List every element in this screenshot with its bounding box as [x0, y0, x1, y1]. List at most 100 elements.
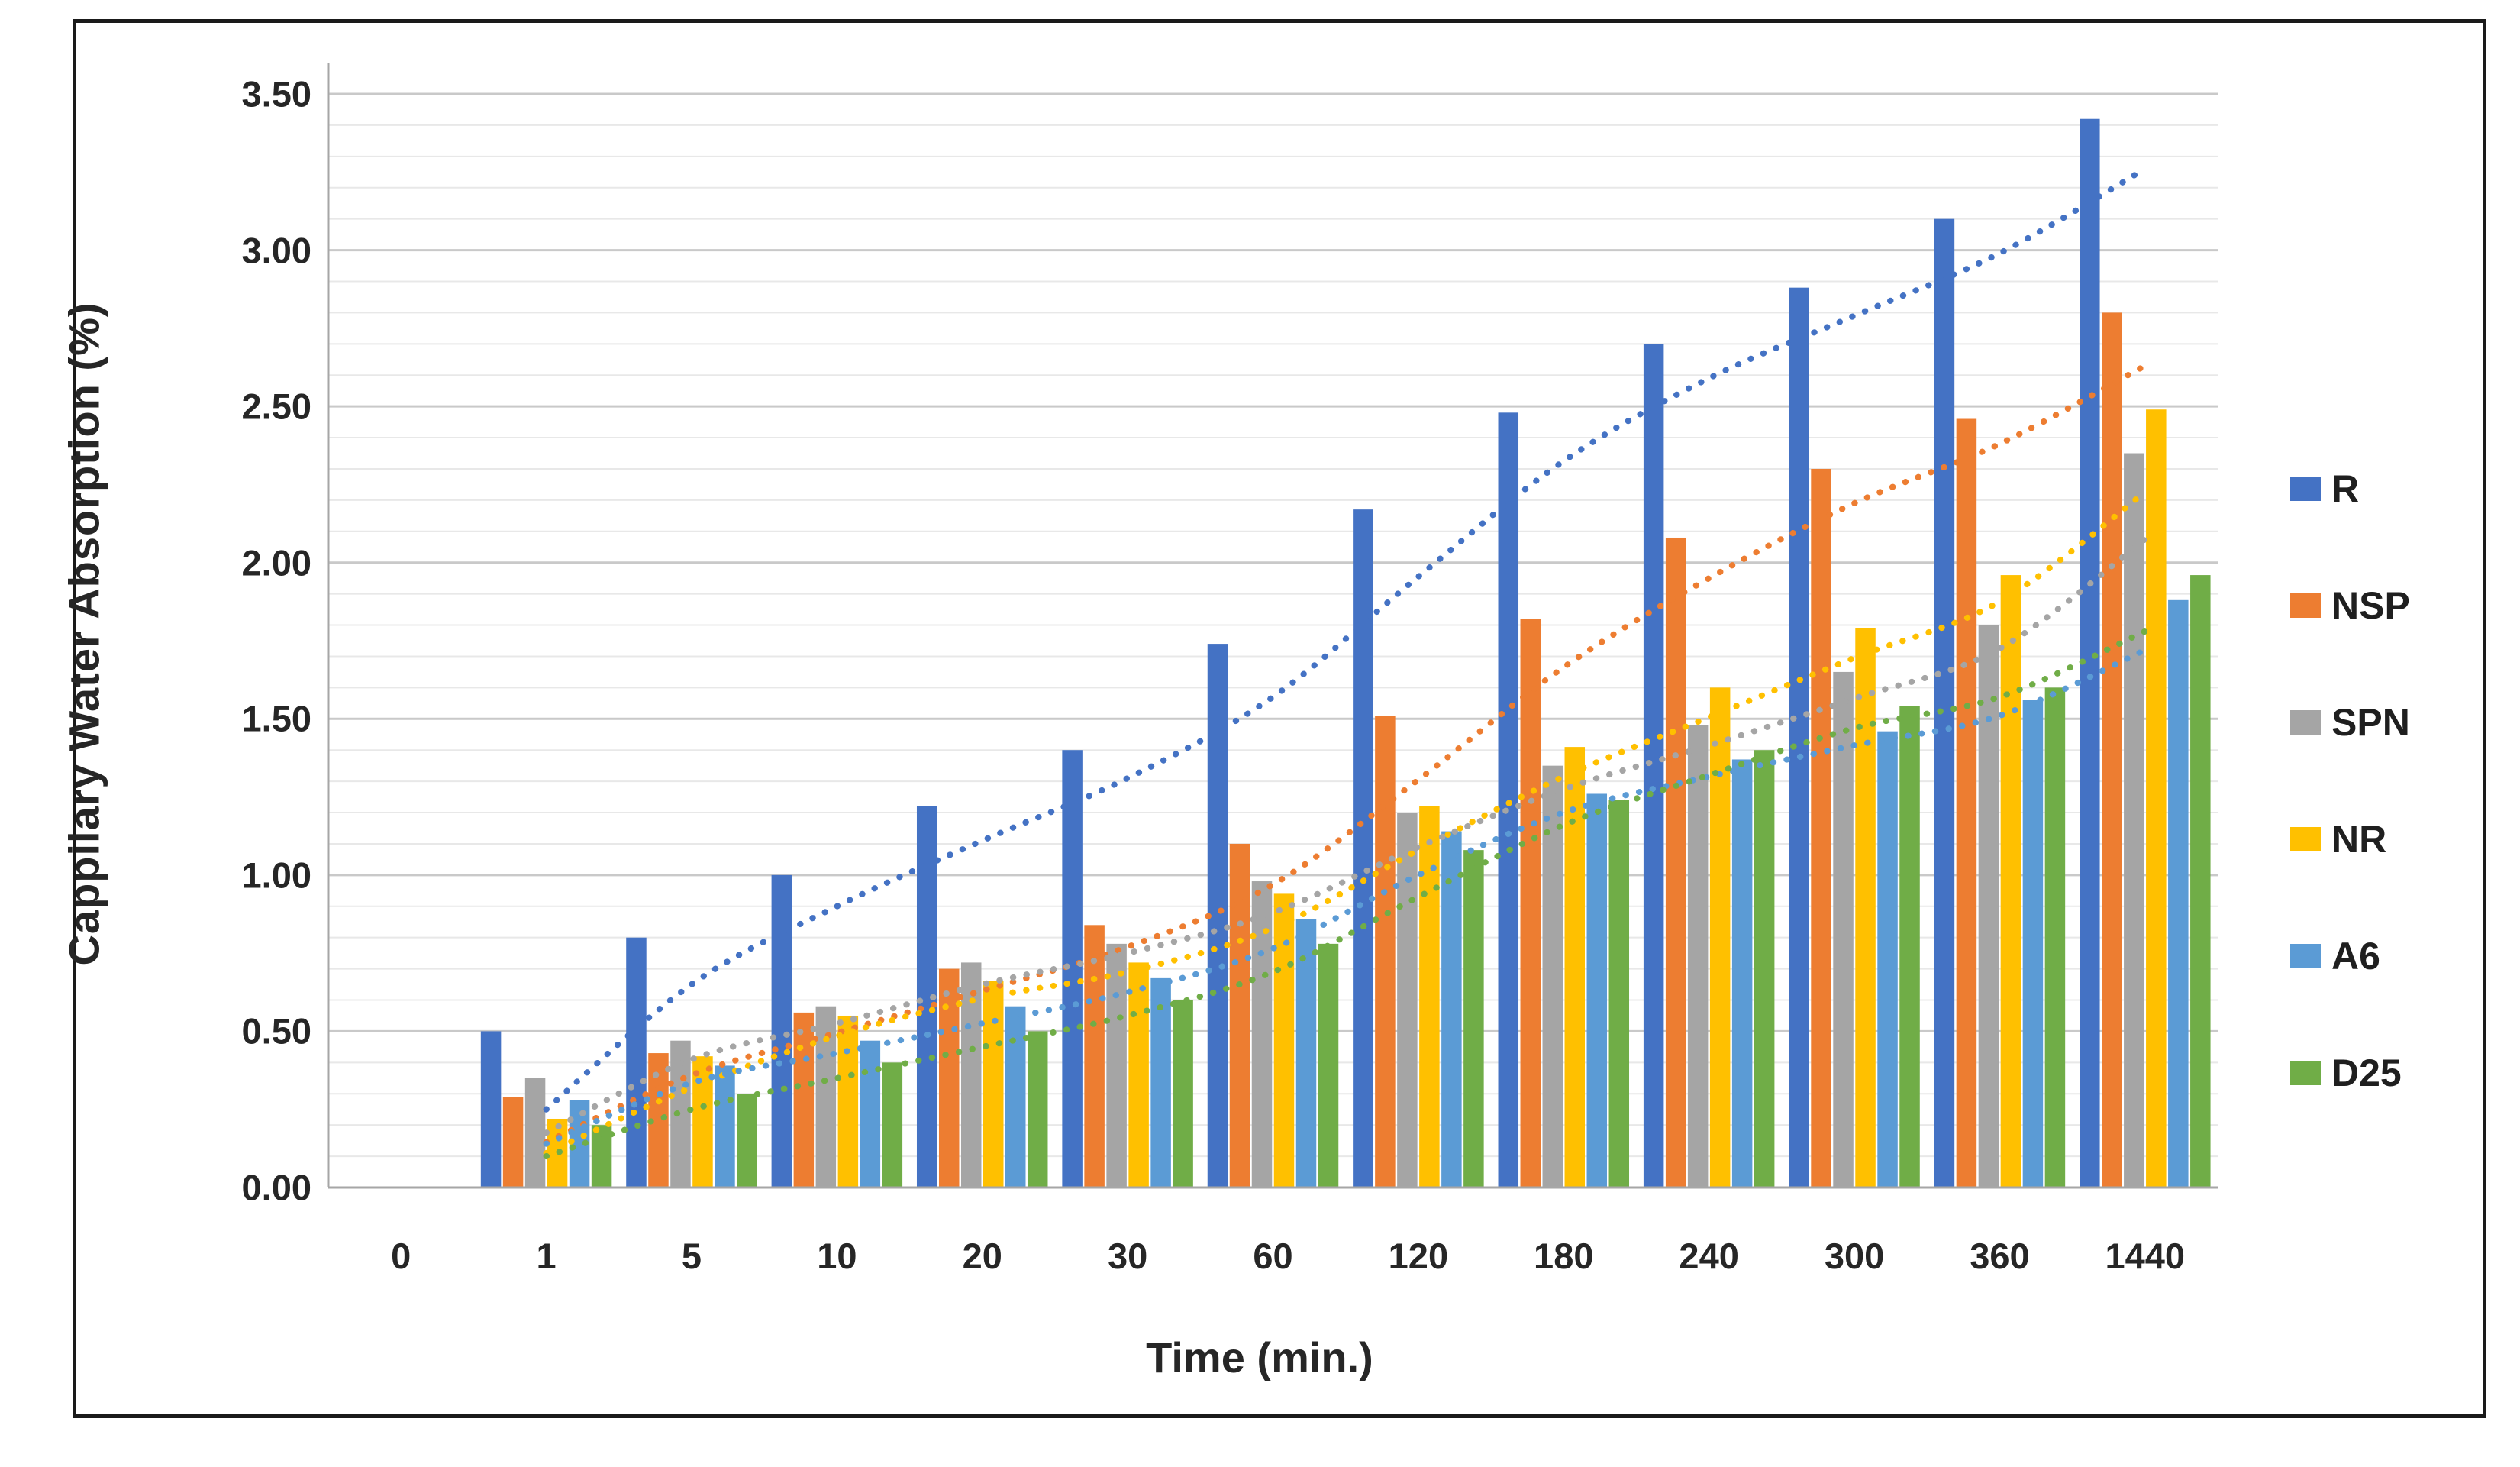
legend-item-NSP: NSP	[2290, 584, 2410, 627]
x-tick-label-60: 60	[1253, 1236, 1293, 1276]
bar-NSP-t360	[1956, 418, 1977, 1187]
legend-label: R	[2331, 467, 2360, 510]
x-tick-label-360: 360	[1970, 1236, 2030, 1276]
bar-D25-t5	[737, 1094, 757, 1187]
x-tick-label-300: 300	[1824, 1236, 1885, 1276]
bar-NR-t120	[1419, 806, 1440, 1187]
x-tick-label-1: 1	[536, 1236, 557, 1276]
x-tick-label-120: 120	[1388, 1236, 1449, 1276]
bar-D25-t60	[1318, 943, 1339, 1187]
legend-item-R: R	[2290, 467, 2410, 510]
y-tick-label-0.50: 0.50	[241, 1010, 311, 1052]
bar-NR-t60	[1273, 893, 1295, 1187]
bar-A6-t180	[1586, 793, 1608, 1187]
bar-SPN-t240	[1687, 725, 1709, 1187]
bar-R-t240	[1643, 344, 1664, 1187]
bar-R-t1	[480, 1031, 502, 1187]
bar-SPN-t180	[1542, 765, 1563, 1187]
legend-swatch-icon	[2290, 593, 2321, 618]
trendline-SPN	[543, 536, 2148, 1136]
x-tick-label-180: 180	[1534, 1236, 1594, 1276]
legend-swatch-icon	[2290, 477, 2321, 501]
y-tick-label-2.00: 2.00	[241, 542, 311, 583]
y-tick-label-1.00: 1.00	[241, 855, 311, 896]
bar-D25-t1	[591, 1125, 612, 1187]
axis-lines	[327, 63, 2218, 1189]
bar-A6-t10	[860, 1040, 881, 1187]
bar-NSP-t10	[793, 1012, 815, 1187]
legend-label: A6	[2331, 935, 2380, 977]
y-tick-label-3.50: 3.50	[241, 73, 311, 115]
x-tick-label-1440: 1440	[2105, 1236, 2186, 1276]
trendline-A6	[543, 647, 2148, 1147]
x-tick-label-5: 5	[681, 1236, 702, 1276]
bar-NSP-t300	[1811, 468, 1831, 1187]
bar-A6-t120	[1441, 831, 1462, 1187]
bar-A6-t360	[2022, 700, 2044, 1187]
legend-item-SPN: SPN	[2290, 701, 2410, 744]
bar-SPN-t20	[960, 962, 982, 1187]
bar-A6-t5	[715, 1065, 735, 1187]
legend-swatch-icon	[2290, 944, 2321, 968]
bar-NSP-t1	[502, 1097, 524, 1187]
x-tick-label-240: 240	[1679, 1236, 1739, 1276]
bar-D25-t180	[1608, 800, 1630, 1187]
y-tick-label-0.00: 0.00	[241, 1167, 311, 1208]
bar-NR-t240	[1709, 687, 1731, 1187]
bar-SPN-t60	[1251, 881, 1273, 1187]
bar-NSP-t20	[938, 968, 960, 1187]
legend-swatch-icon	[2290, 827, 2321, 851]
bar-SPN-t1	[524, 1078, 546, 1187]
bar-R-t120	[1353, 509, 1373, 1187]
bar-D25-t120	[1463, 850, 1484, 1187]
legend-label: NR	[2331, 818, 2387, 861]
bar-A6-t240	[1731, 759, 1753, 1187]
x-tick-label-10: 10	[817, 1236, 857, 1276]
bar-R-t5	[626, 937, 647, 1187]
bar-D25-t20	[1027, 1031, 1048, 1187]
legend-item-A6: A6	[2290, 935, 2410, 977]
x-tick-label-30: 30	[1107, 1236, 1148, 1276]
bar-D25-t10	[882, 1062, 903, 1187]
y-tick-label-1.50: 1.50	[241, 698, 311, 739]
trendline-D25	[543, 628, 2148, 1160]
bar-NR-t20	[983, 981, 1004, 1187]
trendlines	[543, 166, 2148, 1160]
bar-D25-t1440	[2190, 575, 2211, 1187]
bar-SPN-t300	[1833, 671, 1854, 1187]
bar-D25-t30	[1173, 1000, 1193, 1187]
bar-R-t10	[771, 874, 792, 1187]
bar-SPN-t30	[1106, 943, 1127, 1187]
bar-SPN-t1440	[2124, 453, 2144, 1187]
bar-R-t360	[1934, 218, 1955, 1188]
bar-D25-t300	[1899, 706, 1920, 1187]
bar-NSP-t30	[1084, 925, 1105, 1187]
legend-swatch-icon	[2290, 1061, 2321, 1085]
bar-NR-t1440	[2146, 409, 2167, 1187]
legend: R NSP SPN NR A6 D25	[2290, 467, 2410, 1094]
y-tick-label-2.50: 2.50	[241, 386, 311, 427]
bar-A6-t60	[1295, 919, 1317, 1187]
x-axis-title: Time (min.)	[1146, 1333, 1373, 1381]
bar-NR-t180	[1564, 747, 1586, 1187]
bar-SPN-t120	[1397, 813, 1418, 1187]
x-tick-label-0: 0	[391, 1236, 411, 1276]
y-tick-label-3.00: 3.00	[241, 230, 311, 271]
bar-A6-t20	[1005, 1006, 1026, 1187]
bar-NR-t360	[2000, 575, 2021, 1187]
bar-D25-t360	[2044, 687, 2066, 1187]
bar-A6-t1440	[2168, 599, 2189, 1187]
legend-item-D25: D25	[2290, 1052, 2410, 1094]
trendline-NSP	[543, 362, 2148, 1145]
bar-SPN-t360	[1978, 625, 1999, 1187]
bar-NR-t30	[1128, 962, 1149, 1187]
x-tick-label-20: 20	[962, 1236, 1002, 1276]
y-axis-title: Cappilary Water Absorption (%)	[60, 302, 108, 966]
legend-label: NSP	[2331, 584, 2410, 627]
bar-D25-t240	[1754, 750, 1775, 1187]
bar-A6-t30	[1150, 977, 1171, 1187]
bar-NSP-t120	[1375, 716, 1396, 1187]
legend-item-NR: NR	[2290, 818, 2410, 861]
legend-label: D25	[2331, 1052, 2402, 1094]
